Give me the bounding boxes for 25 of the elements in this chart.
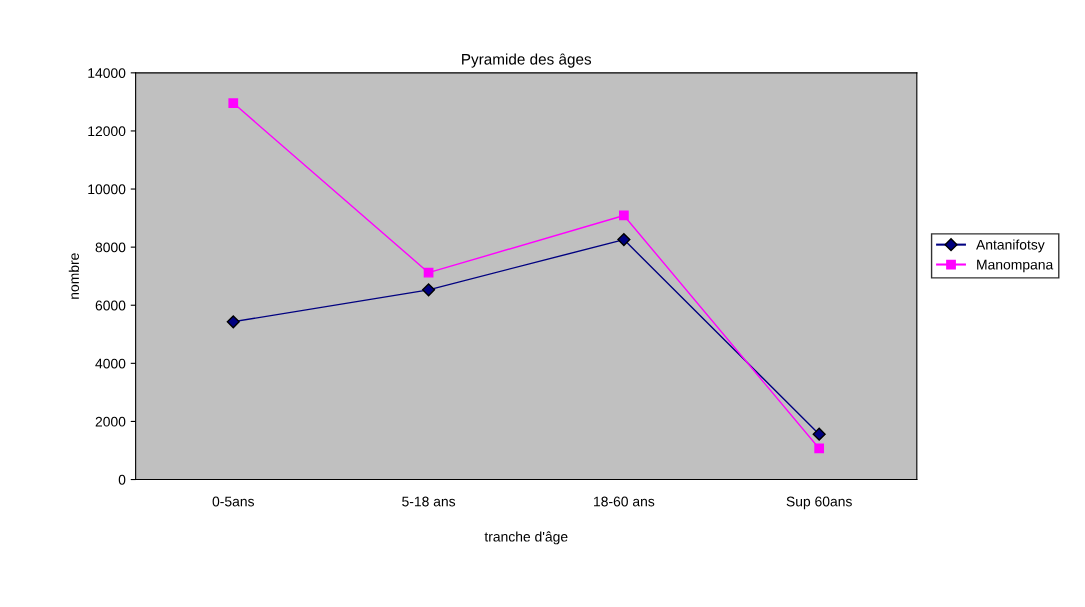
x-tick-label: 5-18 ans xyxy=(402,496,456,507)
y-tick-label: 14000 xyxy=(88,68,126,79)
legend-label: Manompana xyxy=(977,259,1054,273)
x-tick-label: 18-60 ans xyxy=(594,496,655,507)
y-tick-label: 8000 xyxy=(95,242,126,253)
x-tick-label: Sup 60ans xyxy=(786,496,852,510)
point xyxy=(814,443,825,454)
y-tick-label: 6000 xyxy=(95,300,126,311)
y-axis-title: nombre xyxy=(68,253,79,299)
point xyxy=(617,232,631,247)
y-tick-label: 12000 xyxy=(88,126,126,137)
point xyxy=(228,98,239,108)
y-tick-label: 10000 xyxy=(88,184,126,195)
point xyxy=(619,210,629,221)
point xyxy=(812,427,826,441)
legend-label: Antanifotsy xyxy=(976,239,1045,253)
y-tick-label: 4000 xyxy=(95,358,126,369)
point xyxy=(226,315,240,329)
y-tick-label: 0 xyxy=(118,474,126,485)
point xyxy=(423,267,434,278)
x-tick-label: 0-5ans xyxy=(212,496,255,507)
point xyxy=(421,283,436,297)
chart-title: Pyramide des âges xyxy=(462,53,592,68)
y-tick-label: 2000 xyxy=(95,416,126,427)
x-axis-title: tranche d'âge xyxy=(484,531,568,545)
